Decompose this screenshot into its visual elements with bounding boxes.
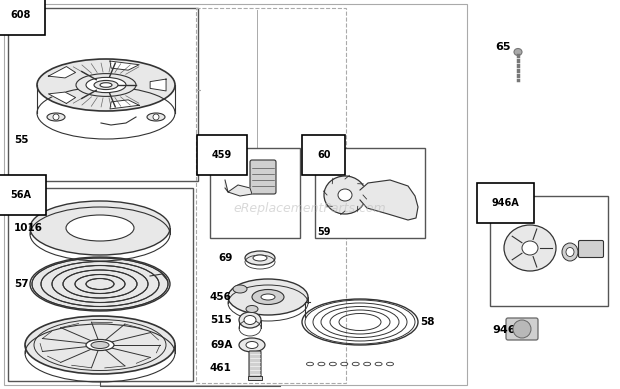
FancyBboxPatch shape — [506, 318, 538, 340]
Ellipse shape — [253, 255, 267, 261]
Text: 946: 946 — [492, 325, 516, 335]
Ellipse shape — [252, 289, 284, 305]
Text: 515: 515 — [210, 315, 232, 325]
Ellipse shape — [94, 81, 118, 89]
Ellipse shape — [239, 312, 261, 328]
Ellipse shape — [30, 257, 170, 311]
Ellipse shape — [239, 338, 265, 352]
Bar — [315, 148, 425, 238]
Bar — [4, 4, 467, 385]
Bar — [8, 8, 198, 181]
Ellipse shape — [246, 305, 258, 312]
Ellipse shape — [147, 113, 165, 121]
Text: 69A: 69A — [210, 340, 232, 350]
Text: 55: 55 — [14, 135, 29, 145]
Text: eReplacementParts.com: eReplacementParts.com — [234, 202, 386, 214]
Text: 456: 456 — [210, 292, 232, 302]
Ellipse shape — [37, 59, 175, 111]
Circle shape — [153, 114, 159, 120]
Bar — [8, 188, 193, 381]
Text: 58: 58 — [420, 317, 435, 327]
Polygon shape — [48, 67, 76, 78]
Ellipse shape — [91, 342, 109, 349]
Ellipse shape — [47, 113, 65, 121]
Ellipse shape — [338, 189, 352, 201]
Text: 65: 65 — [495, 42, 510, 52]
Bar — [248, 376, 262, 380]
Ellipse shape — [566, 247, 574, 256]
Ellipse shape — [261, 294, 275, 300]
Ellipse shape — [228, 279, 308, 315]
Text: 946A: 946A — [492, 198, 520, 208]
Ellipse shape — [504, 225, 556, 271]
Ellipse shape — [86, 340, 114, 350]
Ellipse shape — [25, 316, 175, 374]
Ellipse shape — [233, 285, 247, 293]
Text: 60: 60 — [317, 150, 330, 160]
Circle shape — [513, 320, 531, 338]
Text: 56A: 56A — [10, 190, 31, 200]
Text: 459: 459 — [212, 150, 232, 160]
Ellipse shape — [100, 83, 112, 87]
Ellipse shape — [30, 201, 170, 255]
Ellipse shape — [245, 251, 275, 265]
Text: 1016: 1016 — [14, 223, 43, 233]
Polygon shape — [110, 100, 139, 109]
Bar — [490, 196, 608, 306]
Circle shape — [53, 114, 59, 120]
FancyBboxPatch shape — [578, 240, 603, 258]
FancyBboxPatch shape — [249, 351, 261, 377]
Text: 57: 57 — [14, 279, 29, 289]
Ellipse shape — [66, 215, 134, 241]
Ellipse shape — [76, 74, 136, 96]
Ellipse shape — [514, 49, 522, 56]
Ellipse shape — [324, 176, 366, 214]
Ellipse shape — [244, 315, 256, 324]
Polygon shape — [110, 61, 139, 70]
FancyBboxPatch shape — [250, 160, 276, 194]
Bar — [210, 148, 300, 238]
Bar — [196, 8, 346, 383]
Ellipse shape — [562, 243, 578, 261]
Text: 69: 69 — [218, 253, 232, 263]
Ellipse shape — [522, 241, 538, 255]
Ellipse shape — [246, 342, 258, 349]
Polygon shape — [360, 180, 418, 220]
Ellipse shape — [86, 77, 126, 93]
Text: 608: 608 — [10, 10, 30, 20]
Polygon shape — [48, 92, 76, 103]
Polygon shape — [150, 79, 166, 91]
Text: 59: 59 — [317, 227, 330, 237]
Text: 461: 461 — [210, 363, 232, 373]
Polygon shape — [225, 180, 252, 196]
